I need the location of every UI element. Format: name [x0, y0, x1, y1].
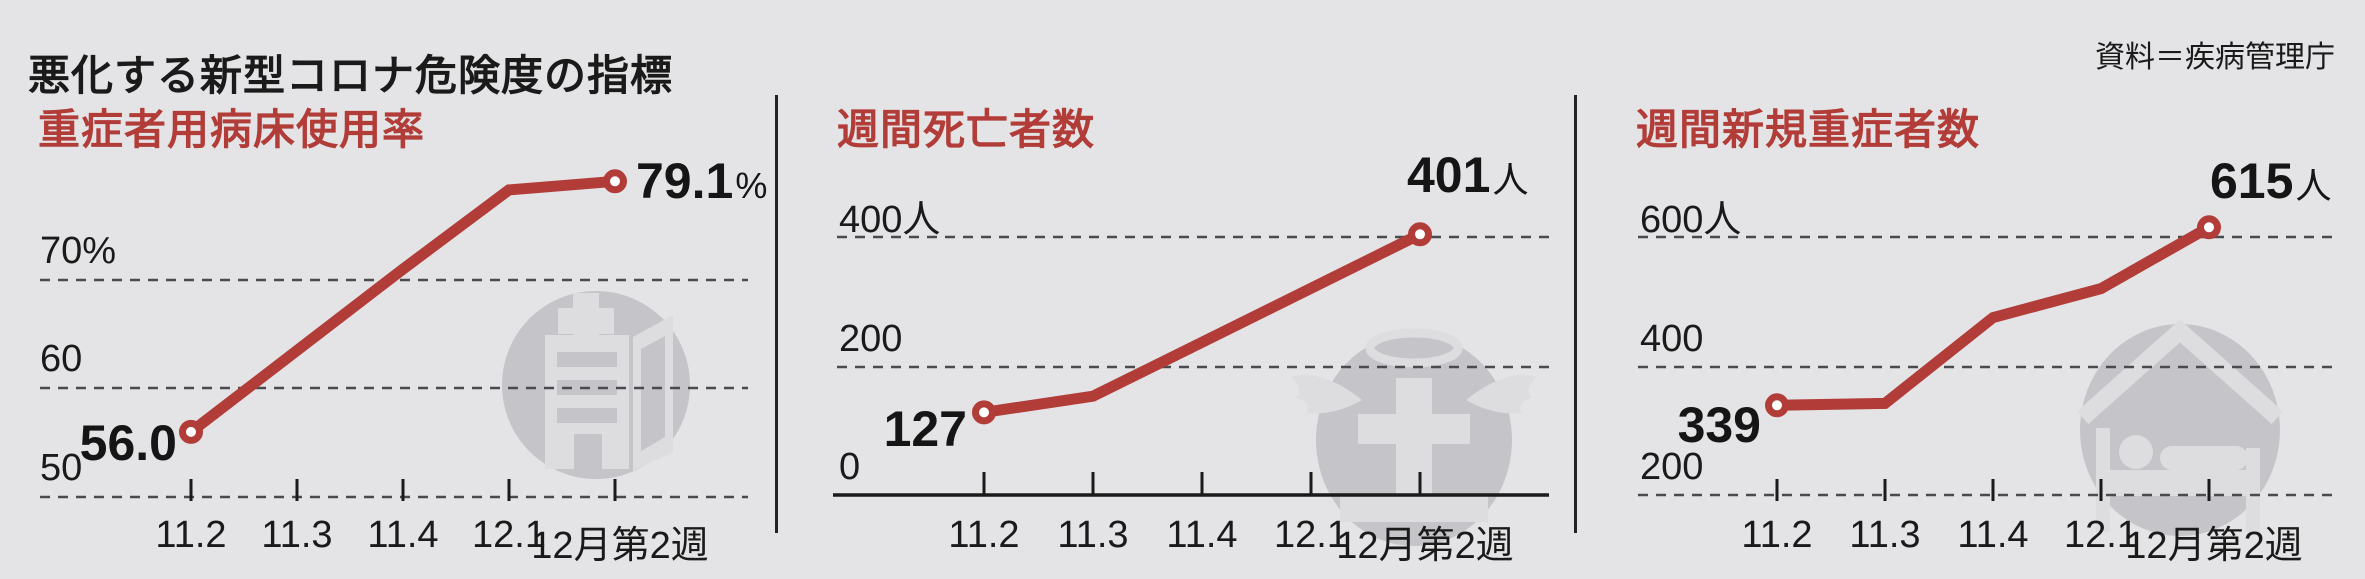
- y-axis-label: 60: [40, 338, 83, 380]
- last-value-label: 615人: [2210, 153, 2332, 209]
- value-unit: 人: [2295, 165, 2332, 206]
- axis-ticks: [189, 479, 617, 501]
- y-axis-label: 400人: [839, 199, 941, 241]
- y-axis-label: 0: [839, 446, 861, 488]
- x-axis-label: 11.4: [1166, 514, 1238, 556]
- data-point-marker-last: [2197, 215, 2221, 240]
- data-point-marker-first: [179, 419, 203, 444]
- y-axis-label: 200: [1640, 446, 1704, 488]
- hospital-bed-icon: [2076, 319, 2284, 536]
- x-axis-label: 12.1: [472, 514, 546, 556]
- chart-title: 週間新規重症者数: [1636, 106, 1981, 153]
- tombstone-angel-icon: [1291, 328, 1537, 546]
- last-value-label: 79.1%: [636, 153, 768, 209]
- value-unit: 人: [1492, 159, 1529, 200]
- chart-title: 重症者用病床使用率: [38, 106, 426, 153]
- x-axis-label: 11.4: [367, 514, 439, 556]
- page-title: 悪化する新型コロナ危険度の指標: [28, 52, 674, 100]
- value-unit: %: [735, 165, 768, 206]
- y-axis-label: 400: [1640, 318, 1704, 360]
- data-point-marker-last: [1408, 222, 1432, 247]
- series-line: [185, 175, 621, 438]
- hospital-building-icon: [502, 291, 690, 479]
- first-value-label: 127: [883, 401, 967, 457]
- first-value-label: 339: [1677, 397, 1761, 453]
- y-axis-label: 200: [839, 318, 903, 360]
- data-point-marker-first: [972, 400, 996, 425]
- x-axis-label: 11.2: [155, 514, 227, 556]
- series-line: [1771, 221, 2215, 411]
- x-axis-label: 12.1: [1274, 514, 1348, 556]
- source-credit: 資料＝疾病管理庁: [2095, 41, 2335, 74]
- x-axis-label: 12.1: [2064, 514, 2138, 556]
- x-axis-label: 11.4: [1957, 514, 2029, 556]
- data-point-marker-first: [1765, 393, 1789, 418]
- chart-panel-weekly-deaths: 週間死亡者数: [777, 0, 1574, 579]
- panel-divider: [1574, 95, 1577, 533]
- chart-panel-bed-utilization: 重症者用病床使用率: [0, 0, 775, 579]
- last-value-label: 401人: [1407, 147, 1529, 203]
- axis-ticks: [1775, 479, 2211, 501]
- x-axis-label: 12月第2週: [2125, 525, 2303, 567]
- y-axis-label: 50: [40, 447, 83, 489]
- x-axis-label: 12月第2週: [1336, 525, 1514, 567]
- y-axis-label: 70%: [40, 230, 117, 272]
- first-value-label: 56.0: [79, 415, 177, 471]
- line-chart-svg: [1638, 215, 2335, 536]
- x-axis-label: 11.2: [948, 514, 1020, 556]
- x-axis-label: 11.3: [1057, 514, 1129, 556]
- line-chart-svg: [40, 169, 748, 501]
- axis-ticks: [982, 472, 1422, 494]
- x-axis-label: 12月第2週: [531, 525, 709, 567]
- chart-panel-weekly-new-severe: 週間新規重症者数: [1576, 0, 2365, 579]
- data-point-marker-last: [603, 169, 627, 194]
- panel-divider: [775, 95, 778, 533]
- x-axis-label: 11.3: [261, 514, 333, 556]
- series-line: [978, 228, 1426, 418]
- x-axis-label: 11.2: [1741, 514, 1813, 556]
- x-axis-label: 11.3: [1849, 514, 1921, 556]
- y-axis-label: 600人: [1640, 199, 1742, 241]
- line-chart-svg: [833, 222, 1549, 546]
- chart-title: 週間死亡者数: [837, 106, 1096, 153]
